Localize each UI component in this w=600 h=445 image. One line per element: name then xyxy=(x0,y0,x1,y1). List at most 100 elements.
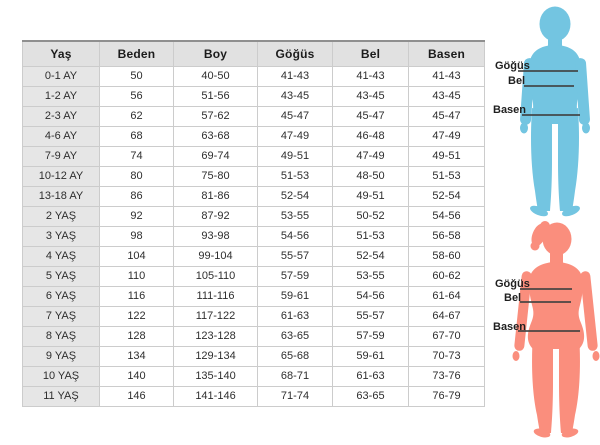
value-cell: 43-45 xyxy=(257,86,333,107)
value-cell: 52-54 xyxy=(257,186,333,207)
table-row: 2-3 AY 62 57-62 45-47 45-47 45-47 xyxy=(22,106,485,127)
value-cell: 92 xyxy=(99,206,174,227)
age-cell: 4-6 AY xyxy=(22,126,100,147)
girl-waist-label: Bel xyxy=(504,292,522,304)
value-cell: 55-57 xyxy=(332,306,409,327)
column-header: Bel xyxy=(332,40,409,67)
value-cell: 47-49 xyxy=(332,146,409,167)
table-row: 4-6 AY 68 63-68 47-49 46-48 47-49 xyxy=(22,126,485,147)
table-row: 7-9 AY 74 69-74 49-51 47-49 49-51 xyxy=(22,146,485,167)
value-cell: 54-56 xyxy=(257,226,333,247)
boy-hips-label: Basen xyxy=(493,104,527,116)
value-cell: 47-49 xyxy=(408,126,485,147)
table-row: 7 YAŞ 122 117-122 61-63 55-57 64-67 xyxy=(22,306,485,327)
value-cell: 58-60 xyxy=(408,246,485,267)
value-cell: 122 xyxy=(99,306,174,327)
value-cell: 59-61 xyxy=(332,346,409,367)
value-cell: 69-74 xyxy=(173,146,258,167)
value-cell: 49-51 xyxy=(408,146,485,167)
boy-silhouette-svg xyxy=(520,6,590,217)
boy-hips-measure-line xyxy=(522,114,580,116)
table-row: 13-18 AY 86 81-86 52-54 49-51 52-54 xyxy=(22,186,485,207)
table-row: 2 YAŞ 92 87-92 53-55 50-52 54-56 xyxy=(22,206,485,227)
value-cell: 46-48 xyxy=(332,126,409,147)
age-cell: 9 YAŞ xyxy=(22,346,100,367)
value-cell: 41-43 xyxy=(257,66,333,87)
value-cell: 75-80 xyxy=(173,166,258,187)
value-cell: 135-140 xyxy=(173,366,258,387)
age-cell: 2 YAŞ xyxy=(22,206,100,227)
value-cell: 68 xyxy=(99,126,174,147)
value-cell: 49-51 xyxy=(257,146,333,167)
value-cell: 53-55 xyxy=(257,206,333,227)
age-cell: 2-3 AY xyxy=(22,106,100,127)
value-cell: 116 xyxy=(99,286,174,307)
girl-hips-measure-line xyxy=(518,330,580,332)
value-cell: 40-50 xyxy=(173,66,258,87)
value-cell: 123-128 xyxy=(173,326,258,347)
girl-chest-measure-line xyxy=(520,288,572,290)
value-cell: 51-53 xyxy=(408,166,485,187)
table-row: 5 YAŞ 110 105-110 57-59 53-55 60-62 xyxy=(22,266,485,287)
value-cell: 49-51 xyxy=(332,186,409,207)
value-cell: 51-53 xyxy=(332,226,409,247)
value-cell: 74 xyxy=(99,146,174,167)
value-cell: 141-146 xyxy=(173,386,258,407)
table-row: 8 YAŞ 128 123-128 63-65 57-59 67-70 xyxy=(22,326,485,347)
table-row: 10-12 AY 80 75-80 51-53 48-50 51-53 xyxy=(22,166,485,187)
boy-silhouette xyxy=(499,3,600,228)
value-cell: 50 xyxy=(99,66,174,87)
age-cell: 1-2 AY xyxy=(22,86,100,107)
value-cell: 65-68 xyxy=(257,346,333,367)
column-header: Yaş xyxy=(22,40,100,67)
value-cell: 54-56 xyxy=(408,206,485,227)
table-row: 6 YAŞ 116 111-116 59-61 54-56 61-64 xyxy=(22,286,485,307)
value-cell: 47-49 xyxy=(257,126,333,147)
age-cell: 8 YAŞ xyxy=(22,326,100,347)
value-cell: 57-59 xyxy=(257,266,333,287)
value-cell: 41-43 xyxy=(332,66,409,87)
table-row: 1-2 AY 56 51-56 43-45 43-45 43-45 xyxy=(22,86,485,107)
value-cell: 62 xyxy=(99,106,174,127)
value-cell: 43-45 xyxy=(332,86,409,107)
girl-chest-label: Göğüs xyxy=(495,278,530,290)
column-header: Beden xyxy=(99,40,174,67)
value-cell: 61-63 xyxy=(257,306,333,327)
value-cell: 41-43 xyxy=(408,66,485,87)
value-cell: 128 xyxy=(99,326,174,347)
value-cell: 52-54 xyxy=(332,246,409,267)
value-cell: 50-52 xyxy=(332,206,409,227)
value-cell: 61-64 xyxy=(408,286,485,307)
value-cell: 45-47 xyxy=(408,106,485,127)
value-cell: 81-86 xyxy=(173,186,258,207)
value-cell: 86 xyxy=(99,186,174,207)
value-cell: 71-74 xyxy=(257,386,333,407)
value-cell: 117-122 xyxy=(173,306,258,327)
age-cell: 7 YAŞ xyxy=(22,306,100,327)
size-table: Yaş Beden Boy Göğüs Bel Basen 0-1 AY 50 40-50 41… xyxy=(22,40,485,407)
age-cell: 11 YAŞ xyxy=(22,386,100,407)
value-cell: 51-53 xyxy=(257,166,333,187)
age-cell: 5 YAŞ xyxy=(22,266,100,287)
size-table-body: 0-1 AY 50 40-50 41-43 41-43 41-43 1-2 AY 56 51-5… xyxy=(22,66,485,407)
age-cell: 6 YAŞ xyxy=(22,286,100,307)
value-cell: 63-65 xyxy=(332,386,409,407)
value-cell: 87-92 xyxy=(173,206,258,227)
value-cell: 70-73 xyxy=(408,346,485,367)
value-cell: 45-47 xyxy=(332,106,409,127)
value-cell: 61-63 xyxy=(332,366,409,387)
value-cell: 57-62 xyxy=(173,106,258,127)
boy-chest-measure-line xyxy=(518,70,578,72)
value-cell: 48-50 xyxy=(332,166,409,187)
column-header: Boy xyxy=(173,40,258,67)
value-cell: 104 xyxy=(99,246,174,267)
value-cell: 76-79 xyxy=(408,386,485,407)
age-cell: 10 YAŞ xyxy=(22,366,100,387)
value-cell: 68-71 xyxy=(257,366,333,387)
boy-waist-measure-line xyxy=(524,85,574,87)
value-cell: 134 xyxy=(99,346,174,367)
value-cell: 60-62 xyxy=(408,266,485,287)
value-cell: 98 xyxy=(99,226,174,247)
value-cell: 111-116 xyxy=(173,286,258,307)
table-row: 3 YAŞ 98 93-98 54-56 51-53 56-58 xyxy=(22,226,485,247)
